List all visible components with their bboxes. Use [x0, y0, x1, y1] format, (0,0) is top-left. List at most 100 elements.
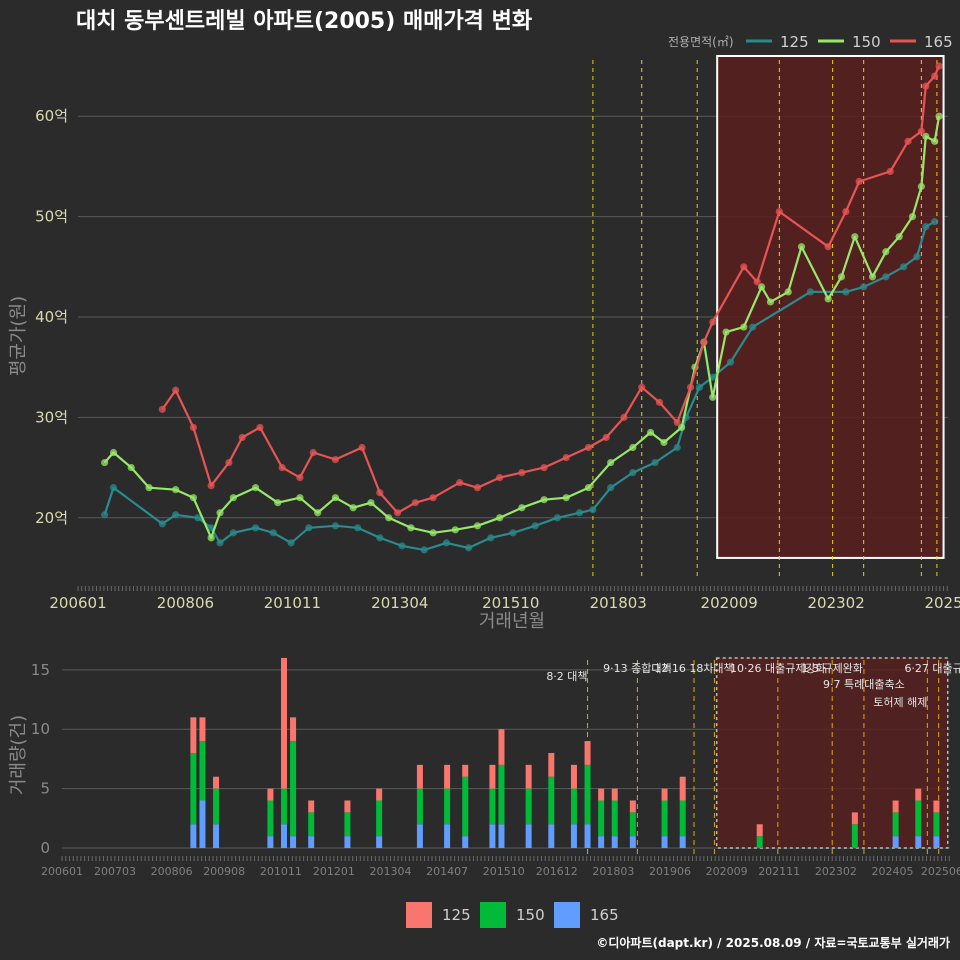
volume-bar-125	[290, 717, 297, 742]
volume-bar-150	[548, 776, 555, 825]
price-point-165	[518, 468, 526, 477]
volume-bar-165	[416, 824, 423, 848]
price-point-165	[931, 72, 939, 80]
volume-bar-165	[679, 836, 686, 848]
volume-bar-150	[489, 788, 496, 825]
volume-legend-label-125: 125	[442, 906, 471, 924]
price-point-125	[629, 468, 637, 477]
volume-x-tick-label: 201510	[483, 865, 525, 878]
volume-bar-125	[416, 764, 423, 789]
price-point-150	[935, 112, 943, 120]
volume-legend-swatch-125	[406, 902, 432, 928]
price-point-165	[225, 458, 233, 467]
price-point-125	[194, 514, 202, 522]
price-point-125	[465, 544, 473, 552]
volume-x-tick-label: 201011	[260, 865, 302, 878]
price-point-165	[278, 463, 286, 472]
price-point-125	[709, 373, 717, 381]
volume-x-tick-label: 202302	[815, 865, 857, 878]
price-point-150	[895, 233, 903, 241]
volume-bar-165	[489, 824, 496, 848]
price-point-125	[531, 522, 539, 530]
volume-bar-150	[611, 800, 618, 837]
price-point-150	[172, 486, 180, 494]
price-point-150	[931, 137, 939, 145]
volume-bar-150	[281, 788, 287, 825]
credit-text: ©디아파트(dapt.kr) / 2025.08.09 / 자료=국토교통부 실…	[596, 935, 950, 950]
volume-bar-125	[190, 717, 197, 753]
volume-bar-150	[344, 812, 351, 837]
price-point-125	[229, 529, 237, 537]
volume-bar-165	[892, 836, 899, 848]
price-point-165	[256, 423, 264, 432]
volume-bar-150	[851, 824, 858, 848]
price-point-150	[216, 509, 224, 517]
volume-bar-125	[611, 788, 618, 801]
price-point-125	[287, 539, 295, 547]
price-point-125	[589, 506, 597, 514]
price-point-150	[882, 248, 890, 256]
price-point-165	[393, 509, 402, 517]
price-point-165	[673, 418, 681, 427]
volume-bar-125	[661, 788, 668, 801]
volume-x-tick-label: 202111	[758, 865, 800, 878]
price-point-165	[700, 338, 708, 346]
price-point-125	[109, 484, 118, 492]
price-point-165	[496, 474, 504, 482]
price-point-165	[686, 383, 695, 391]
volume-bar-150	[892, 812, 899, 837]
price-point-125	[900, 263, 908, 271]
volume-bar-125	[548, 752, 555, 777]
price-point-150	[207, 534, 215, 542]
legend-label-125: 125	[780, 33, 809, 51]
volume-bar-165	[584, 824, 591, 848]
price-point-150	[496, 514, 504, 522]
price-point-150	[451, 526, 459, 534]
price-point-165	[411, 499, 419, 507]
volume-bar-165	[598, 836, 605, 848]
volume-bar-125	[344, 800, 351, 813]
volume-bar-150	[570, 788, 577, 825]
price-point-165	[842, 207, 850, 216]
price-point-150	[127, 463, 135, 472]
volume-bar-150	[629, 812, 636, 837]
volume-bar-165	[570, 824, 577, 848]
price-point-125	[575, 509, 584, 517]
volume-x-tick-label: 200703	[94, 865, 136, 878]
price-y-tick-label: 50억	[35, 208, 68, 226]
volume-x-tick-label: 201612	[536, 865, 578, 878]
price-point-125	[251, 524, 260, 532]
price-point-125	[913, 253, 921, 261]
price-point-125	[101, 511, 109, 519]
volume-bar-150	[498, 764, 505, 825]
price-point-150	[784, 288, 792, 296]
volume-bar-165	[190, 824, 197, 848]
price-point-150	[429, 529, 437, 537]
volume-bar-165	[462, 836, 469, 848]
volume-bar-125	[933, 800, 940, 813]
price-point-125	[305, 524, 313, 532]
price-point-150	[296, 494, 304, 502]
volume-bar-165	[661, 836, 668, 848]
price-point-150	[229, 494, 237, 502]
volume-legend-label-150: 150	[516, 906, 545, 924]
price-point-150	[473, 522, 482, 530]
price-point-150	[757, 283, 766, 291]
page-title: 대치 동부센트레빌 아파트(2005) 매매가격 변화	[76, 9, 532, 34]
volume-bar-150	[679, 800, 686, 837]
volume-x-tick-label: 202405	[871, 865, 913, 878]
price-point-165	[189, 423, 198, 432]
price-point-150	[251, 484, 260, 492]
price-point-125	[331, 522, 340, 530]
volume-bar-125	[498, 729, 505, 765]
volume-bar-150	[290, 741, 297, 837]
price-point-150	[109, 448, 118, 457]
price-point-165	[775, 207, 783, 216]
volume-x-tick-label: 202506	[921, 865, 960, 878]
price-point-125	[216, 539, 224, 547]
price-point-165	[376, 489, 384, 497]
policy-annotation: 토허제 해제	[873, 695, 927, 709]
volume-bar-150	[933, 812, 940, 837]
price-point-150	[540, 496, 548, 504]
